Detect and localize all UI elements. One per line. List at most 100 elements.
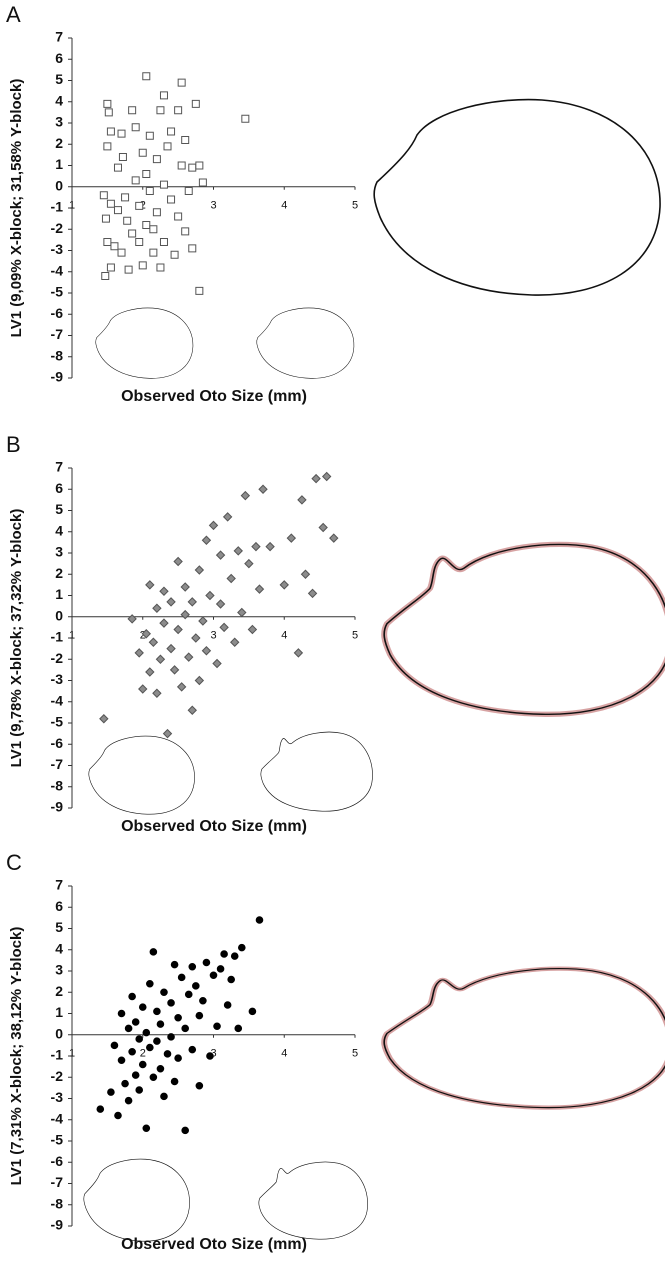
y-tick-label: 2 (55, 983, 63, 999)
point (157, 264, 164, 271)
point (231, 953, 238, 960)
point (189, 164, 196, 171)
point (202, 647, 210, 655)
panel-label: B (6, 432, 21, 457)
point (136, 1087, 143, 1094)
point (146, 188, 153, 195)
point (132, 124, 139, 131)
point (231, 638, 239, 646)
y-tick-label: -1 (51, 1047, 64, 1063)
point (242, 115, 249, 122)
y-axis-label: LV1 (9,78% X-block; 37,32% Y-block) (8, 509, 25, 768)
y-tick-label: -8 (51, 347, 64, 363)
point (149, 638, 157, 646)
point (217, 966, 224, 973)
point (195, 566, 203, 574)
point (161, 1093, 168, 1100)
point (178, 162, 185, 169)
point (128, 615, 136, 623)
point (160, 92, 167, 99)
y-tick-label: -2 (51, 1068, 64, 1084)
point (185, 653, 193, 661)
point (171, 1078, 178, 1085)
x-tick-label: 5 (352, 200, 358, 212)
y-tick-label: 6 (55, 480, 63, 496)
y-tick-label: 5 (55, 919, 63, 935)
point (132, 177, 139, 184)
y-tick-label: 0 (55, 177, 63, 193)
point (168, 128, 175, 135)
point (189, 963, 196, 970)
x-tick-label: 4 (281, 630, 287, 642)
y-axis-label: LV1 (7,31% X-block; 38,12% Y-block) (8, 927, 25, 1186)
y-tick-label: 6 (55, 50, 63, 66)
point (167, 645, 175, 653)
point (188, 706, 196, 714)
point (161, 989, 168, 996)
point (196, 1082, 203, 1089)
point (157, 1065, 164, 1072)
point (107, 200, 114, 207)
point (182, 1025, 189, 1032)
point (147, 1044, 154, 1051)
point (171, 666, 179, 674)
point (287, 534, 295, 542)
point (256, 917, 263, 924)
x-tick-label: 3 (210, 630, 216, 642)
point (100, 192, 107, 199)
point (153, 156, 160, 163)
point (100, 715, 108, 723)
point (171, 251, 178, 258)
y-tick-label: 6 (55, 898, 63, 914)
point (175, 1014, 182, 1021)
point (175, 213, 182, 220)
point (323, 473, 331, 481)
y-tick-label: -5 (51, 284, 64, 300)
point (143, 1029, 150, 1036)
y-tick-label: -9 (51, 799, 64, 815)
x-tick-label: 1 (69, 1048, 75, 1060)
point (122, 1080, 129, 1087)
point (259, 485, 267, 493)
y-tick-label: 1 (55, 156, 63, 172)
point (196, 287, 203, 294)
point (132, 1072, 139, 1079)
point (146, 668, 154, 676)
point (235, 1025, 242, 1032)
point (301, 570, 309, 578)
y-tick-label: -7 (51, 326, 64, 342)
x-axis-label: Observed Oto Size (mm) (121, 1236, 307, 1253)
x-tick-label: 5 (352, 1048, 358, 1060)
point (252, 543, 260, 551)
point (150, 226, 157, 233)
point (255, 585, 263, 593)
point (136, 202, 143, 209)
point (185, 991, 192, 998)
point (174, 626, 182, 634)
point (181, 611, 189, 619)
x-axis-label: Observed Oto Size (mm) (121, 818, 307, 835)
point (294, 649, 302, 657)
point (114, 207, 121, 214)
point (245, 560, 253, 568)
point (104, 143, 111, 150)
y-tick-label: -3 (51, 671, 64, 687)
point (309, 589, 317, 597)
y-tick-label: -9 (51, 1217, 64, 1233)
y-tick-label: -4 (51, 1110, 64, 1126)
point (199, 617, 207, 625)
y-tick-label: 3 (55, 544, 63, 560)
point (160, 239, 167, 246)
y-tick-label: -5 (51, 1132, 64, 1148)
point (188, 598, 196, 606)
point (200, 997, 207, 1004)
point (114, 164, 121, 171)
point (160, 587, 168, 595)
y-tick-label: 4 (55, 940, 63, 956)
point (164, 1051, 171, 1058)
point (150, 1074, 157, 1081)
x-tick-label: 1 (69, 630, 75, 642)
point (119, 154, 126, 161)
point (174, 558, 182, 566)
point (139, 685, 147, 693)
